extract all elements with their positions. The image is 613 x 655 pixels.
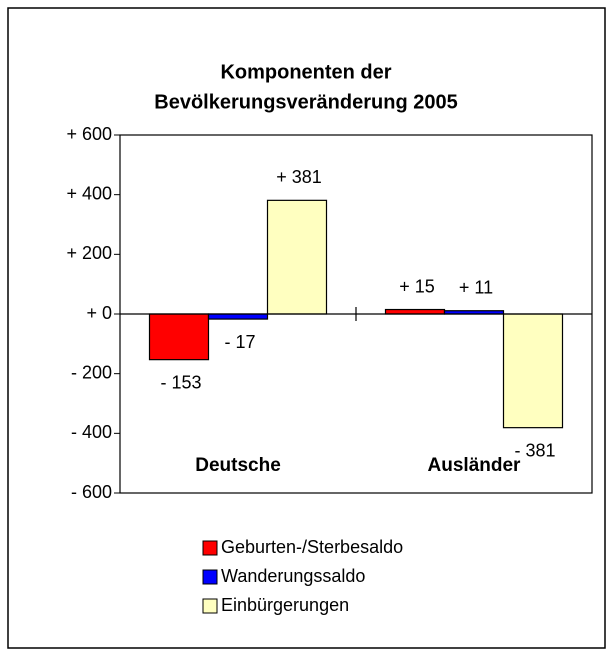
value-label: + 11	[459, 277, 493, 297]
value-label: - 153	[160, 372, 201, 392]
bar	[266, 199, 328, 315]
value-label: + 15	[399, 276, 435, 296]
legend-swatch	[202, 569, 218, 585]
bar	[384, 308, 446, 315]
legend-label: Geburten-/Sterbesaldo	[221, 537, 403, 557]
x-tick-label: Deutsche	[195, 455, 281, 476]
y-tick-label: + 600	[66, 124, 112, 144]
y-tick-label: + 0	[86, 303, 112, 323]
x-tick-label: Ausländer	[428, 455, 522, 476]
chart-title: Bevölkerungsveränderung 2005	[154, 91, 457, 113]
chart-title: Komponenten der	[220, 61, 391, 83]
y-tick-label: - 600	[71, 482, 112, 502]
bar	[207, 313, 269, 320]
legend-label: Einbürgerungen	[221, 595, 349, 615]
y-tick-label: - 200	[71, 362, 112, 382]
bar	[148, 313, 210, 361]
bar	[502, 313, 564, 429]
legend-swatch	[202, 598, 218, 614]
y-tick-label: + 200	[66, 243, 112, 263]
y-tick-label: + 400	[66, 183, 112, 203]
legend-label: Wanderungssaldo	[221, 566, 365, 586]
legend-swatch	[202, 540, 218, 556]
value-label: + 381	[276, 167, 322, 187]
value-label: - 381	[514, 440, 555, 460]
value-label: - 17	[224, 332, 255, 352]
y-tick-label: - 400	[71, 422, 112, 442]
